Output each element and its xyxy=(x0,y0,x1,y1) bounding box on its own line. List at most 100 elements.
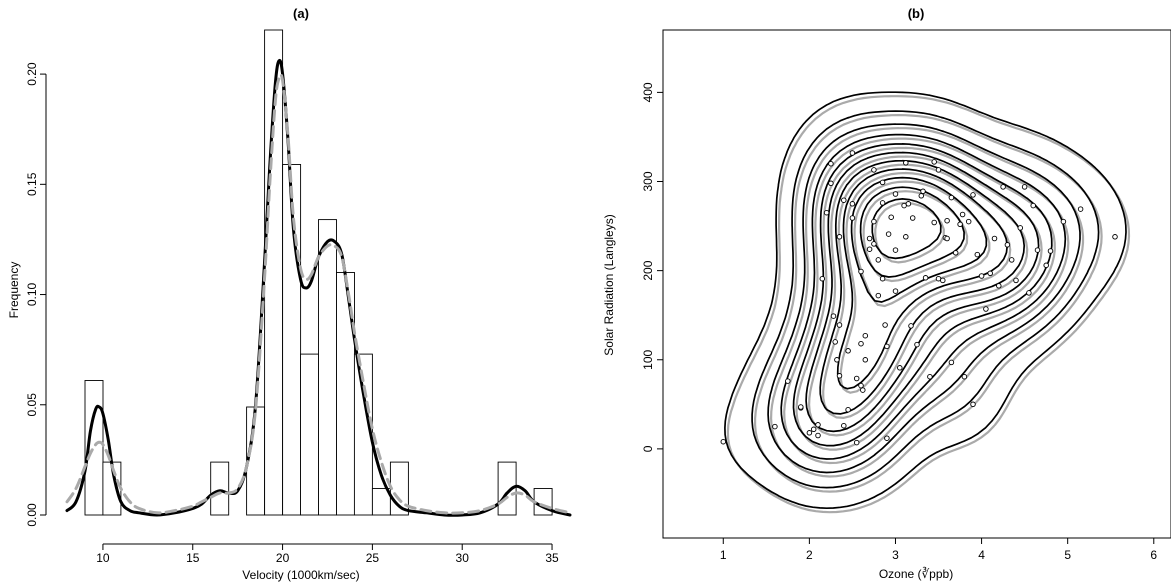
panel-b-x-axis-unit: ∛ppb xyxy=(922,567,950,581)
data-point-12 xyxy=(828,160,834,167)
contour-solid-1 xyxy=(724,91,1127,510)
data-point-5 xyxy=(806,430,813,436)
data-point-37 xyxy=(871,167,877,173)
data-point-64 xyxy=(931,159,937,165)
panel-b-ozone-contour: (b) 1 2 3 4 5 6 0 100 200 300 400 Ozone (∛ppb) Sol… xyxy=(602,6,1171,581)
data-point-78 xyxy=(965,218,972,225)
data-point-31 xyxy=(860,387,866,393)
data-point-98 xyxy=(1060,218,1067,225)
panel-b-y-axis-label: Solar Radiation (Langleys) xyxy=(602,214,616,355)
data-point-20 xyxy=(841,422,847,429)
data-point-28 xyxy=(858,268,864,275)
data-point-51 xyxy=(892,247,899,253)
data-point-50 xyxy=(892,288,899,294)
data-point-57 xyxy=(908,323,914,329)
data-point-84 xyxy=(987,270,993,277)
data-point-19 xyxy=(841,197,847,203)
data-point-7 xyxy=(815,422,821,428)
panel-b-x-axis-label-text: Ozone xyxy=(879,567,915,581)
panel-a-x-axis-label: Velocity (1000km/sec) xyxy=(242,568,359,582)
data-point-54 xyxy=(903,160,909,166)
data-point-10 xyxy=(823,209,830,216)
data-point-13 xyxy=(830,313,837,319)
data-point-23 xyxy=(849,150,856,156)
data-point-70 xyxy=(944,217,950,224)
data-point-68 xyxy=(940,277,946,284)
data-point-4 xyxy=(798,404,804,410)
panel-b-title: (b) xyxy=(908,6,925,21)
data-point-9 xyxy=(819,275,826,282)
contour-dashed-8 xyxy=(839,171,1012,394)
panel-a-y-axis-label: Frequency xyxy=(7,262,21,319)
panel-a-y-tick-label: 0.00 xyxy=(25,503,39,527)
panel-a-x-tick-label: 35 xyxy=(545,551,559,565)
contour-solid-2 xyxy=(751,110,1100,489)
data-point-11 xyxy=(828,180,834,187)
data-point-17 xyxy=(836,322,843,328)
data-point-34 xyxy=(866,246,873,252)
panel-a-x-tick-label: 10 xyxy=(96,551,110,565)
panel-a-title: (a) xyxy=(293,6,309,21)
data-point-95 xyxy=(1034,247,1041,253)
data-point-49 xyxy=(892,191,899,197)
data-point-41 xyxy=(879,200,886,206)
data-point-85 xyxy=(991,235,998,242)
data-point-24 xyxy=(849,201,856,207)
panel-a-axes: 10 15 20 25 30 35 0.00 0.05 0.10 0.15 0.20 xyxy=(25,62,559,565)
panel-b-y-tick-label: 400 xyxy=(641,82,655,102)
panel-b-y-tick-label: 200 xyxy=(641,260,655,280)
data-point-77 xyxy=(961,373,968,380)
data-point-8 xyxy=(815,432,821,439)
data-point-39 xyxy=(875,292,882,299)
data-point-65 xyxy=(931,219,937,226)
data-point-1 xyxy=(772,423,778,430)
data-point-71 xyxy=(944,235,950,242)
panel-b-x-tick-label: 2 xyxy=(806,548,813,562)
data-point-26 xyxy=(853,439,860,446)
data-point-40 xyxy=(875,257,882,263)
data-point-21 xyxy=(845,406,851,413)
data-point-74 xyxy=(952,250,959,256)
data-point-63 xyxy=(927,373,933,380)
contour-dashed-2 xyxy=(754,114,1103,493)
density-curve-dashed xyxy=(65,73,572,515)
data-point-32 xyxy=(862,357,869,363)
data-point-29 xyxy=(858,340,864,347)
data-point-89 xyxy=(1008,257,1015,263)
data-point-76 xyxy=(959,211,966,218)
panel-b-x-tick-label: 4 xyxy=(978,548,985,562)
data-point-22 xyxy=(845,348,851,354)
data-point-91 xyxy=(1017,225,1024,231)
data-point-6 xyxy=(810,426,817,433)
contour-solid-5 xyxy=(792,143,1053,447)
panel-b-x-tick-label: 3 xyxy=(892,548,899,562)
data-point-18 xyxy=(836,234,843,240)
contour-solid-11 xyxy=(871,198,942,260)
data-point-42 xyxy=(879,179,886,186)
data-point-55 xyxy=(903,234,909,240)
histogram-bars xyxy=(84,29,553,516)
panel-b-axes: 1 2 3 4 5 6 0 100 200 300 400 xyxy=(641,82,1157,562)
data-point-99 xyxy=(1077,206,1084,212)
contour-dashed-7 xyxy=(822,163,1029,419)
panel-a-y-tick-label: 0.20 xyxy=(25,62,39,86)
data-point-46 xyxy=(884,435,890,441)
panel-b-x-tick-label: 5 xyxy=(1064,548,1071,562)
panel-b-y-tick-label: 100 xyxy=(641,349,655,369)
data-point-66 xyxy=(935,167,942,173)
panel-b-y-tick-label: 300 xyxy=(641,171,655,191)
data-point-30 xyxy=(858,382,864,389)
data-point-16 xyxy=(836,373,843,379)
contour-dashed-5 xyxy=(795,146,1056,451)
panel-a-y-tick-label: 0.15 xyxy=(25,172,39,196)
data-point-87 xyxy=(1000,184,1006,190)
data-point-44 xyxy=(882,322,888,328)
data-point-97 xyxy=(1047,248,1054,254)
data-point-82 xyxy=(978,273,985,279)
data-point-15 xyxy=(834,357,840,363)
panel-a-velocity-histogram: (a) 10 15 20 25 30 35 0.00 0.05 0.10 0.15 0.20 Vel… xyxy=(7,6,572,582)
data-point-56 xyxy=(905,201,912,207)
data-point-72 xyxy=(948,359,955,366)
data-point-14 xyxy=(832,339,838,345)
